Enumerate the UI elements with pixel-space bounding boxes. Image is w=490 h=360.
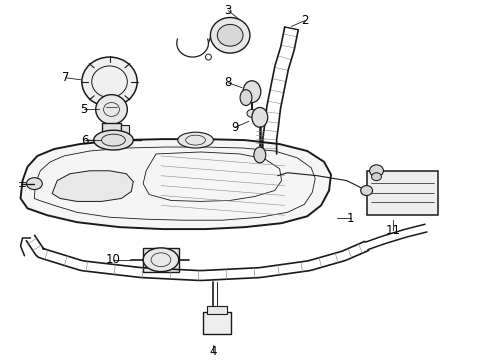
Ellipse shape xyxy=(96,95,127,124)
Text: 2: 2 xyxy=(301,14,309,27)
Text: 1: 1 xyxy=(347,212,355,225)
Ellipse shape xyxy=(178,132,213,148)
Text: 8: 8 xyxy=(224,76,232,89)
Bar xyxy=(207,306,227,314)
Ellipse shape xyxy=(143,248,179,272)
Bar xyxy=(143,248,179,272)
Ellipse shape xyxy=(252,108,268,127)
Ellipse shape xyxy=(240,90,252,105)
Ellipse shape xyxy=(371,173,381,181)
Ellipse shape xyxy=(26,178,42,190)
Ellipse shape xyxy=(217,24,243,46)
Text: 11: 11 xyxy=(386,224,401,237)
Text: 5: 5 xyxy=(80,103,88,116)
Bar xyxy=(122,125,129,135)
Bar xyxy=(367,171,438,215)
Text: 4: 4 xyxy=(210,345,217,358)
Bar xyxy=(101,123,122,139)
Ellipse shape xyxy=(243,81,261,103)
Text: 6: 6 xyxy=(81,134,89,147)
Ellipse shape xyxy=(94,130,133,150)
Text: 3: 3 xyxy=(224,4,232,17)
Text: 7: 7 xyxy=(62,71,70,84)
Ellipse shape xyxy=(254,147,266,163)
Ellipse shape xyxy=(210,18,250,53)
Ellipse shape xyxy=(247,109,257,117)
Polygon shape xyxy=(52,171,133,201)
Bar xyxy=(203,312,231,334)
Text: 10: 10 xyxy=(106,253,121,266)
Ellipse shape xyxy=(82,57,137,107)
Ellipse shape xyxy=(369,165,384,177)
Ellipse shape xyxy=(361,186,372,195)
Polygon shape xyxy=(21,139,331,229)
Text: 9: 9 xyxy=(231,121,239,134)
